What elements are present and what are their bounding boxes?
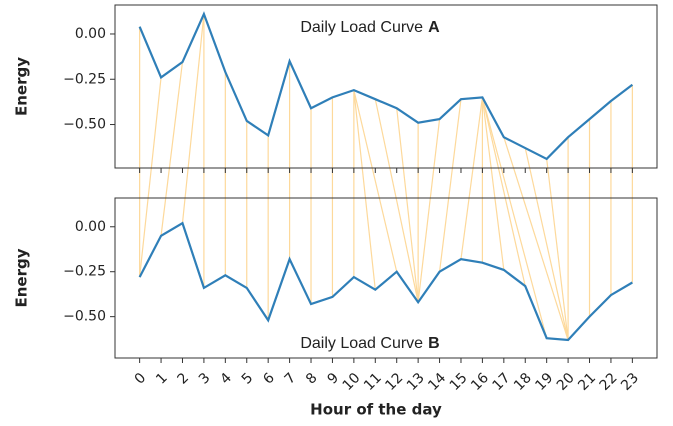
alignment-line [481,97,526,287]
alignment-line [160,61,184,236]
x-tick-label: 18 [511,370,535,394]
annotation: Daily Load Curve B [300,335,439,352]
x-tick-label: 20 [554,370,578,394]
x-tick-label: 8 [303,370,321,388]
x-tick-label: 12 [382,370,406,394]
x-tick-label: 5 [239,370,257,388]
y-tick-label: −0.25 [63,71,106,87]
x-tick-label: 14 [425,370,449,394]
alignment-line [460,97,483,260]
annotation-text: Daily Load Curve [300,335,423,352]
y-tick-label: 0.00 [75,219,106,235]
alignment-line [438,99,462,272]
x-tick-label: 0 [132,370,150,388]
x-axis-label: Hour of the day [310,401,442,419]
alignment-lines [139,13,633,341]
x-tick-label: 19 [532,370,556,394]
alignment-line [353,90,376,290]
y-axis-label: Energy [13,57,31,116]
x-tick-label: 4 [217,370,235,388]
alignment-line [481,97,505,270]
alignment-line [139,77,162,278]
y-axis-label: Energy [13,248,31,307]
annotation: Daily Load Curve A [300,19,440,36]
alignment-line [546,158,569,341]
x-tick-label: 13 [404,370,428,394]
x-tick-label: 17 [490,370,514,394]
axes-frame [114,197,658,359]
y-tick-label: −0.50 [63,117,106,133]
x-tick-label: 21 [575,370,599,394]
x-tick-label: 2 [175,370,193,388]
x-tick-label: 23 [618,370,642,394]
x-tick-label: 9 [324,370,342,388]
annotation-text: Daily Load Curve [300,19,423,36]
x-tick-label: 16 [468,370,492,394]
alignment-line [503,137,569,341]
y-tick-label: 0.00 [75,26,106,42]
alignment-line [524,147,569,341]
y-tick-label: −0.50 [63,309,106,325]
x-tick-label: 22 [597,370,621,394]
alignment-line [181,13,205,224]
line-series [138,221,633,342]
alignment-line [481,97,548,339]
alignment-line [417,119,441,303]
x-tick-label: 3 [196,370,214,388]
axes-frame [114,4,658,169]
x-tick-label: 11 [361,370,385,394]
x-tick-label: 10 [340,370,364,394]
x-tick-label: 1 [153,370,171,388]
x-tick-label: 7 [282,370,300,388]
x-tick-label: 15 [447,370,471,394]
alignment-line [353,89,398,272]
y-tick-label: −0.25 [63,264,106,280]
alignment-line [374,99,419,303]
line-series [138,11,634,161]
annotation-letter: B [428,335,440,352]
x-tick-label: 6 [260,370,278,388]
annotation-letter: A [428,19,440,36]
alignment-line [396,108,419,303]
